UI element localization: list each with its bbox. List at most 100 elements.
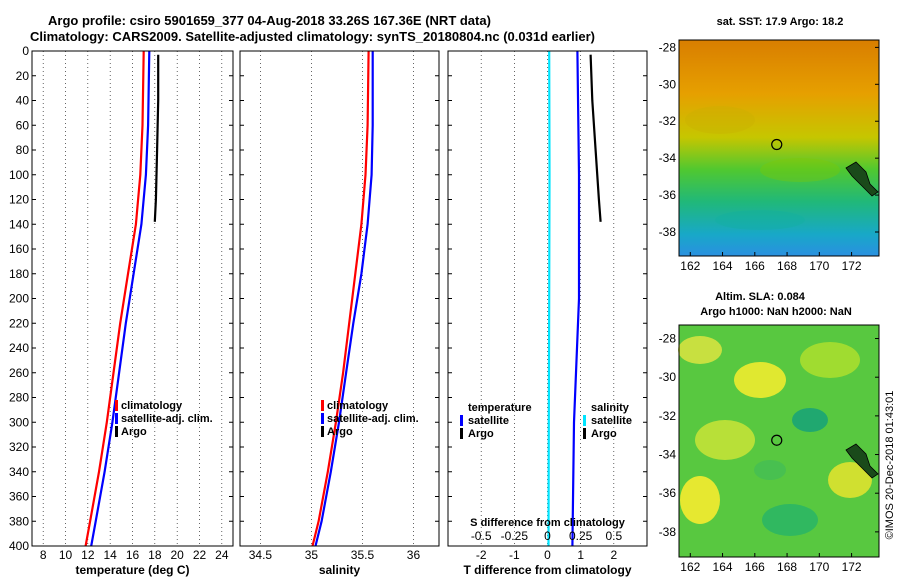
map-lat-tick-label: -34 bbox=[659, 448, 677, 462]
y-tick-label: 400 bbox=[9, 539, 29, 553]
legend-label: Argo bbox=[327, 426, 353, 438]
y-tick-label: 300 bbox=[9, 415, 29, 429]
map-lon-tick-label: 170 bbox=[809, 259, 829, 273]
map-lon-tick-label: 164 bbox=[713, 259, 733, 273]
legend-swatch bbox=[115, 426, 118, 437]
x-axis-label: temperature (deg C) bbox=[75, 563, 189, 577]
sla-map-frame bbox=[678, 324, 880, 558]
legend-swatch bbox=[583, 428, 586, 439]
sst-map-coastline bbox=[845, 161, 879, 197]
sst-map-ticks: 162 164 166 168 170 172 -28 -30 -32 -34 -36 -38 bbox=[659, 40, 879, 273]
x2-tick-label: -0.5 bbox=[471, 529, 492, 543]
sla-map-panel: Altim. SLA: 0.084 Argo h1000: NaN h2000:… bbox=[659, 291, 880, 574]
x-tick-label: 34.5 bbox=[249, 548, 273, 562]
profile-panel-2: 34.5 35 35.5 36 salinity climatologysatellite… bbox=[239, 50, 440, 577]
panel-frame bbox=[447, 50, 648, 547]
y-tick-label: 80 bbox=[16, 143, 30, 157]
x-tick-label: 18 bbox=[148, 548, 162, 562]
x-tick-label: 10 bbox=[59, 548, 73, 562]
map-lat-tick-label: -34 bbox=[659, 151, 677, 165]
legend-label: Argo bbox=[121, 426, 147, 438]
y-tick-label: 100 bbox=[9, 168, 29, 182]
map-lat-tick-label: -36 bbox=[659, 486, 677, 500]
series-line-satellite-adj-clim- bbox=[314, 51, 374, 547]
legend-label: Argo bbox=[468, 428, 494, 440]
y-tick-label: 220 bbox=[9, 316, 29, 330]
map-lon-tick-label: 164 bbox=[713, 560, 733, 574]
x2-tick-label: -0.25 bbox=[501, 529, 529, 543]
profile-panels: 8 10 12 14 16 18 20 22 2402040608010012014016018… bbox=[9, 44, 648, 577]
map-lat-tick-label: -38 bbox=[659, 525, 677, 539]
panel-frame bbox=[239, 50, 440, 547]
legend-title: salinity bbox=[591, 402, 630, 414]
map-lon-tick-label: 162 bbox=[680, 560, 700, 574]
y-tick-label: 240 bbox=[9, 341, 29, 355]
y-tick-label: 180 bbox=[9, 267, 29, 281]
x-axis-label: T difference from climatology bbox=[463, 563, 631, 577]
y-tick-label: 380 bbox=[9, 514, 29, 528]
profile-panel-3: -2 -1 0 1 2T difference from climatology temp… bbox=[447, 50, 648, 577]
sst-map-frame bbox=[678, 39, 880, 257]
legend-swatch bbox=[321, 413, 324, 424]
x-tick-label: 22 bbox=[193, 548, 207, 562]
sla-map-argo-marker bbox=[771, 434, 783, 446]
series-line-climatology bbox=[84, 50, 145, 547]
x-tick-label: 0 bbox=[544, 548, 551, 562]
legend-swatch bbox=[115, 400, 118, 411]
x2-tick-label: 0.25 bbox=[569, 529, 593, 543]
series-line-temperature-argo bbox=[589, 54, 602, 222]
y-tick-label: 320 bbox=[9, 440, 29, 454]
legend-label: climatology bbox=[327, 400, 389, 412]
x-tick-label: 35 bbox=[305, 548, 319, 562]
y-tick-label: 0 bbox=[22, 44, 29, 58]
x-tick-label: 8 bbox=[40, 548, 47, 562]
legend-label: satellite bbox=[468, 415, 509, 427]
map-lon-tick-label: 166 bbox=[745, 259, 765, 273]
x2-tick-label: 0 bbox=[544, 529, 551, 543]
profile-panel-1: 8 10 12 14 16 18 20 22 2402040608010012014016018… bbox=[9, 44, 234, 577]
x-tick-label: 14 bbox=[103, 548, 117, 562]
x-tick-label: 1 bbox=[577, 548, 584, 562]
x-tick-label: 2 bbox=[610, 548, 617, 562]
sst-map-title: sat. SST: 17.9 Argo: 18.2 bbox=[717, 16, 844, 28]
legend-swatch bbox=[460, 415, 463, 426]
series-line-salinity-satellite bbox=[547, 50, 551, 547]
legend-label: satellite-adj. clim. bbox=[327, 413, 419, 425]
legend-title: temperature bbox=[468, 402, 532, 414]
sla-map-title-1: Altim. SLA: 0.084 bbox=[715, 291, 806, 303]
map-lat-tick-label: -32 bbox=[659, 409, 677, 423]
y-tick-label: 20 bbox=[16, 69, 30, 83]
sst-map-panel: sat. SST: 17.9 Argo: 18.2 162 164 166 168 17… bbox=[659, 16, 880, 273]
map-lat-tick-label: -38 bbox=[659, 225, 677, 239]
y-tick-label: 200 bbox=[9, 292, 29, 306]
map-lat-tick-label: -28 bbox=[659, 40, 677, 54]
y-tick-label: 140 bbox=[9, 217, 29, 231]
sst-map-texture bbox=[685, 106, 840, 230]
y-tick-label: 40 bbox=[16, 94, 30, 108]
map-lon-tick-label: 168 bbox=[777, 259, 797, 273]
sla-map-texture bbox=[678, 336, 872, 536]
sla-map-title-2: Argo h1000: NaN h2000: NaN bbox=[700, 306, 852, 318]
series-line-argo bbox=[153, 54, 160, 222]
map-lon-tick-label: 168 bbox=[777, 560, 797, 574]
sst-map-field bbox=[679, 40, 879, 256]
x-tick-label: -1 bbox=[509, 548, 520, 562]
map-lat-tick-label: -30 bbox=[659, 370, 677, 384]
x-tick-label: 20 bbox=[170, 548, 184, 562]
x-tick-label: 24 bbox=[215, 548, 229, 562]
x-tick-label: 12 bbox=[81, 548, 95, 562]
panel-frame bbox=[31, 50, 234, 547]
map-lat-tick-label: -28 bbox=[659, 332, 677, 346]
x-axis-label: salinity bbox=[319, 563, 361, 577]
map-lon-tick-label: 172 bbox=[842, 259, 862, 273]
map-lon-tick-label: 166 bbox=[745, 560, 765, 574]
x2-tick-label: 0.5 bbox=[605, 529, 622, 543]
imos-credit: ©IMOS 20-Dec-2018 01:43:01 bbox=[884, 391, 896, 540]
map-lat-tick-label: -30 bbox=[659, 77, 677, 91]
legend-swatch bbox=[583, 415, 586, 426]
map-lon-tick-label: 170 bbox=[809, 560, 829, 574]
x-tick-label: 35.5 bbox=[351, 548, 375, 562]
series-line-temperature-satellite bbox=[571, 50, 581, 547]
figure-title-line-2: Climatology: CARS2009. Satellite-adjuste… bbox=[30, 29, 595, 44]
